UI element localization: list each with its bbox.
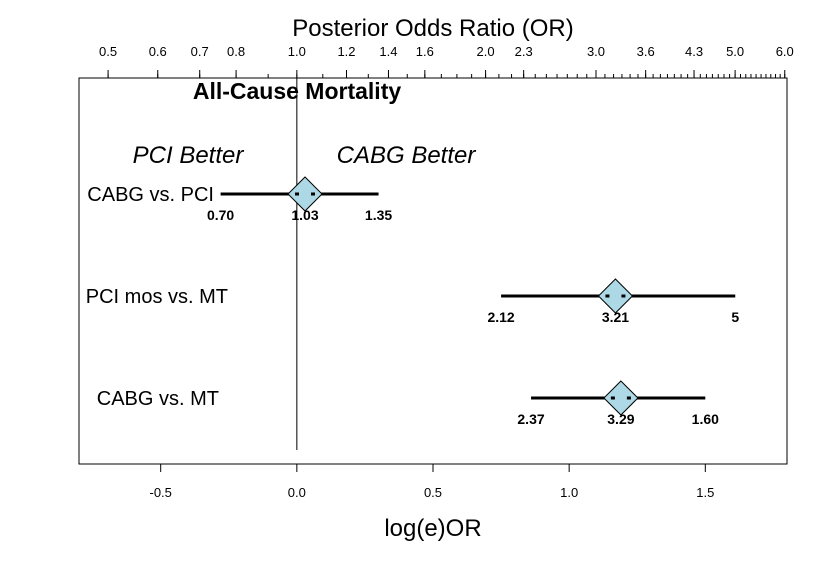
top-axis-title: Posterior Odds Ratio (OR) [292, 15, 573, 42]
upper-ci-label: 1.35 [365, 207, 392, 223]
row-label: PCI mos vs. MT [86, 286, 228, 308]
estimate-label: 1.03 [291, 207, 318, 223]
estimate-diamond [603, 380, 639, 416]
lower-ci-label: 2.37 [517, 411, 544, 427]
forest-row: PCI mos vs. MT 2.12 3.21 5 [86, 278, 739, 325]
bottom-tick-label: 0.0 [288, 485, 306, 500]
upper-ci-label: 5 [731, 309, 739, 325]
top-tick-label: 6.0 [776, 44, 794, 59]
top-tick-label: 1.2 [337, 44, 355, 59]
estimate-label: 3.29 [607, 411, 634, 427]
right-side-label: CABG Better [337, 142, 477, 169]
top-tick-label: 4.3 [685, 44, 703, 59]
left-side-label: PCI Better [133, 142, 245, 169]
row-label: CABG vs. MT [97, 388, 219, 410]
top-tick-label: 1.4 [379, 44, 397, 59]
bottom-tick-label: -0.5 [149, 485, 171, 500]
top-tick-label: 0.6 [149, 44, 167, 59]
row-label: CABG vs. PCI [87, 184, 214, 206]
top-tick-label: 1.0 [288, 44, 306, 59]
bottom-tick-label: 1.0 [560, 485, 578, 500]
x-axis-title: log(e)OR [384, 515, 481, 542]
estimate-label: 3.21 [602, 309, 629, 325]
top-tick-label: 0.5 [99, 44, 117, 59]
top-tick-label: 1.6 [416, 44, 434, 59]
top-tick-label: 0.7 [191, 44, 209, 59]
lower-ci-label: 0.70 [207, 207, 234, 223]
top-tick-label: 3.6 [637, 44, 655, 59]
forest-row: CABG vs. MT 2.37 3.29 1.60 [97, 380, 719, 427]
top-tick-label: 2.0 [477, 44, 495, 59]
bottom-tick-label: 1.5 [696, 485, 714, 500]
bottom-tick-label: 0.5 [424, 485, 442, 500]
top-axis: 0.5 0.6 0.7 0.8 1.0 1.2 1.4 1.6 2.0 2.3 3.0 3.6 4.3 5… [99, 44, 794, 79]
estimate-diamond [287, 176, 323, 212]
top-tick-label: 5.0 [726, 44, 744, 59]
top-tick-label: 2.3 [515, 44, 533, 59]
upper-ci-label: 1.60 [692, 411, 719, 427]
bottom-axis: -0.5 0.0 0.5 1.0 1.5 [149, 463, 714, 500]
top-tick-label: 3.0 [587, 44, 605, 59]
estimate-diamond [597, 278, 634, 314]
top-tick-label: 0.8 [227, 44, 245, 59]
lower-ci-label: 2.12 [487, 309, 514, 325]
